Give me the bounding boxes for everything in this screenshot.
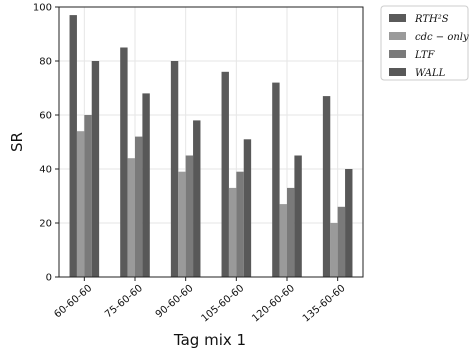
bar-120-60-60-series-2 — [279, 204, 287, 277]
y-tick-label: 20 — [39, 219, 52, 230]
bar-60-60-60-series-1 — [69, 15, 77, 277]
grid — [59, 6, 363, 278]
bar-120-60-60-series-4 — [294, 155, 302, 277]
y-tick-label: 0 — [46, 273, 52, 284]
legend-label: LTF — [414, 50, 435, 61]
bar-60-60-60-series-4 — [91, 61, 100, 277]
bars — [69, 15, 353, 278]
y-tick-label: 100 — [33, 3, 52, 14]
x-tick-label: 60-60-60 — [52, 283, 94, 321]
bar-75-60-60-series-4 — [142, 93, 150, 278]
x-axis-label: Tag mix 1 — [173, 331, 246, 349]
x-tick-label: 105-60-60 — [200, 283, 247, 325]
y-tick-label: 60 — [39, 111, 52, 122]
bar-90-60-60-series-3 — [185, 155, 194, 277]
y-tick-label: 80 — [39, 57, 52, 68]
bar-135-60-60-series-3 — [337, 206, 346, 277]
legend-swatch — [389, 14, 406, 22]
y-axis: 0 20 40 60 80 100 — [33, 3, 59, 284]
x-tick-label: 90-60-60 — [154, 283, 196, 321]
x-tick-label: 75-60-60 — [103, 283, 145, 321]
bar-135-60-60-series-4 — [345, 169, 353, 277]
y-axis-label: SR — [8, 132, 26, 152]
legend-swatch — [389, 50, 406, 58]
bar-75-60-60-series-3 — [135, 136, 143, 277]
legend-label: RTH²S — [414, 14, 449, 25]
x-tick-label: 120-60-60 — [250, 283, 297, 325]
bar-75-60-60-series-2 — [127, 158, 135, 277]
y-tick-label: 40 — [39, 165, 52, 176]
bar-90-60-60-series-1 — [170, 61, 179, 277]
legend: RTH²S cdc − only LTF WALL — [380, 5, 469, 81]
bar-75-60-60-series-1 — [120, 47, 128, 277]
bar-120-60-60-series-1 — [272, 82, 280, 277]
bar-105-60-60-series-3 — [236, 171, 244, 277]
legend-swatch — [389, 68, 406, 76]
bar-60-60-60-series-2 — [76, 131, 85, 277]
bar-60-60-60-series-3 — [84, 115, 92, 277]
bar-105-60-60-series-2 — [228, 187, 237, 277]
legend-swatch — [389, 32, 406, 40]
bar-135-60-60-series-2 — [330, 223, 338, 277]
legend-frame — [380, 5, 469, 81]
plot-frame — [58, 6, 364, 278]
bar-105-60-60-series-4 — [243, 139, 252, 277]
bar-135-60-60-series-1 — [322, 96, 331, 277]
x-tick-label: 135-60-60 — [301, 283, 348, 325]
bar-105-60-60-series-1 — [221, 71, 229, 277]
bar-90-60-60-series-2 — [178, 171, 186, 277]
x-axis: 60-60-60 75-60-60 90-60-60 105-60-60 120-60-… — [52, 277, 348, 325]
legend-label: cdc − only — [415, 32, 469, 43]
bar-90-60-60-series-4 — [193, 120, 201, 278]
legend-label: WALL — [415, 68, 446, 79]
bar-120-60-60-series-3 — [287, 187, 295, 277]
